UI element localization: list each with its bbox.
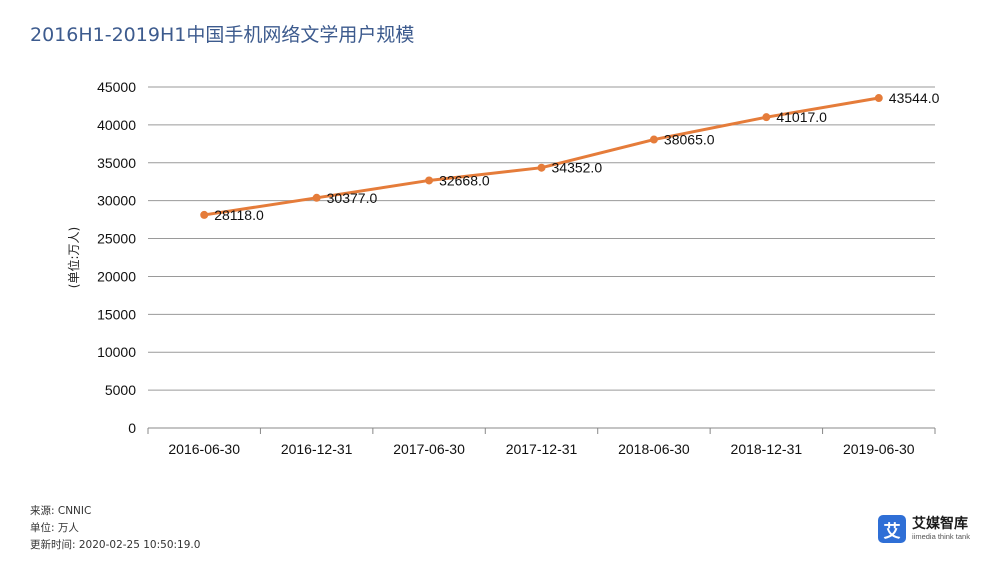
data-point xyxy=(200,210,209,219)
y-tick-label: 35000 xyxy=(97,155,136,171)
y-axis-label: (单位:万人) xyxy=(66,227,81,288)
y-tick-label: 10000 xyxy=(97,344,136,360)
y-tick-label: 15000 xyxy=(97,306,136,322)
brand-subtitle: iimedia think tank xyxy=(912,532,970,541)
y-tick-label: 40000 xyxy=(97,117,136,133)
y-tick-labels: 0 5000 10000 15000 20000 25000 30000 35000 40000… xyxy=(97,79,136,436)
brand-name: 艾媒智库 xyxy=(912,516,968,532)
y-tick-label: 0 xyxy=(128,420,136,436)
unit-note: 单位: 万人 xyxy=(30,522,79,534)
y-tick-label: 5000 xyxy=(105,382,136,398)
data-label: 41017.0 xyxy=(776,109,827,125)
data-label: 43544.0 xyxy=(889,90,940,106)
data-label: 28118.0 xyxy=(214,207,264,223)
x-tick-labels: 2016-06-30 2016-12-31 2017-06-30 2017-12-31… xyxy=(168,441,914,457)
data-point xyxy=(537,163,546,172)
footer: 来源: CNNIC 单位: 万人 更新时间: 2020-02-25 10:50:… xyxy=(30,503,200,554)
source-note: 来源: CNNIC xyxy=(30,505,92,517)
data-labels: 28118.0 30377.0 32668.0 34352.0 38065.0 41017… xyxy=(214,90,939,223)
update-time: 更新时间: 2020-02-25 10:50:19.0 xyxy=(30,539,201,551)
x-tick-label: 2019-06-30 xyxy=(843,441,915,457)
y-tick-label: 45000 xyxy=(97,79,136,95)
page-title: 2016H1-2019H1中国手机网络文学用户规模 xyxy=(30,24,415,46)
x-tick-label: 2017-12-31 xyxy=(506,441,578,457)
data-point xyxy=(425,176,434,185)
data-point xyxy=(312,193,321,202)
x-tick-label: 2017-06-30 xyxy=(393,441,465,457)
data-points xyxy=(200,94,883,219)
y-tick-label: 25000 xyxy=(97,231,136,247)
data-point xyxy=(649,135,658,144)
x-tick-label: 2016-12-31 xyxy=(281,441,353,457)
data-label: 30377.0 xyxy=(327,190,378,206)
x-tick-label: 2016-06-30 xyxy=(168,441,240,457)
x-tick-label: 2018-06-30 xyxy=(618,441,690,457)
brand-logo: 艾 艾媒智库 iimedia think tank xyxy=(878,512,970,546)
x-axis xyxy=(147,427,936,434)
data-label: 32668.0 xyxy=(439,172,490,188)
brand-icon: 艾 xyxy=(878,515,906,543)
y-tick-label: 20000 xyxy=(97,268,136,284)
data-point xyxy=(874,94,883,103)
x-tick-label: 2018-12-31 xyxy=(731,441,803,457)
data-label: 38065.0 xyxy=(664,132,715,148)
gridlines xyxy=(148,86,935,391)
y-tick-label: 30000 xyxy=(97,193,136,209)
data-point xyxy=(762,113,771,122)
data-label: 34352.0 xyxy=(552,160,603,176)
